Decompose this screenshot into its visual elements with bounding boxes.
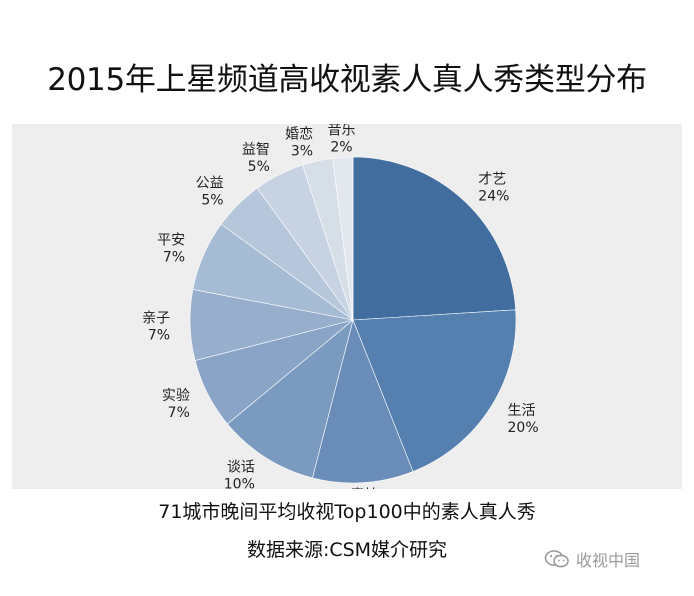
slice-percent-7: 7% (163, 249, 185, 265)
pie-chart-area: 才艺24%生活20%竞技10%谈话10%实验7%亲子7%平安7%公益5%益智5%… (12, 124, 682, 489)
slice-label-4: 谈话 (227, 460, 255, 476)
chart-caption-source: 数据来源:CSM媒介研究 (246, 539, 448, 561)
slice-percent-5: 7% (168, 405, 190, 421)
chart-caption-scope: 71城市晚间平均收视Top100中的素人真人秀 (158, 501, 536, 523)
pie-slice-11 (332, 156, 354, 321)
slice-percent-10: 3% (291, 143, 313, 159)
pie-slice-2 (352, 309, 517, 472)
slice-percent-1: 24% (478, 189, 509, 205)
slice-percent-9: 5% (248, 159, 270, 175)
slice-label-3: 竞技 (351, 487, 379, 489)
slice-label-1: 才艺 (478, 172, 506, 188)
watermark: 收视中国 (544, 547, 640, 571)
watermark-text: 收视中国 (576, 551, 641, 570)
slice-label-7: 平安 (157, 232, 185, 248)
slice-label-10: 婚恋 (285, 125, 313, 142)
slice-label-2: 生活 (508, 403, 536, 419)
slice-percent-8: 5% (201, 193, 223, 209)
slice-label-9: 益智 (242, 142, 270, 158)
slice-label-6: 亲子 (142, 311, 170, 327)
slice-percent-6: 7% (148, 328, 170, 344)
pie-slice-3 (312, 319, 414, 484)
slice-percent-2: 20% (508, 420, 539, 436)
slice-label-11: 音乐 (328, 124, 356, 138)
pie-slice-1 (352, 156, 516, 321)
slice-label-8: 公益 (196, 176, 224, 192)
wechat-icon (544, 550, 569, 568)
slice-percent-11: 2% (330, 139, 352, 155)
slice-percent-4: 10% (224, 477, 255, 490)
pie-slice-4 (226, 319, 354, 479)
chart-title: 2015年上星频道高收视素人真人秀类型分布 (47, 62, 647, 98)
slice-label-5: 实验 (162, 388, 190, 404)
pie-chart: 才艺24%生活20%竞技10%谈话10%实验7%亲子7%平安7%公益5%益智5%… (142, 124, 539, 490)
